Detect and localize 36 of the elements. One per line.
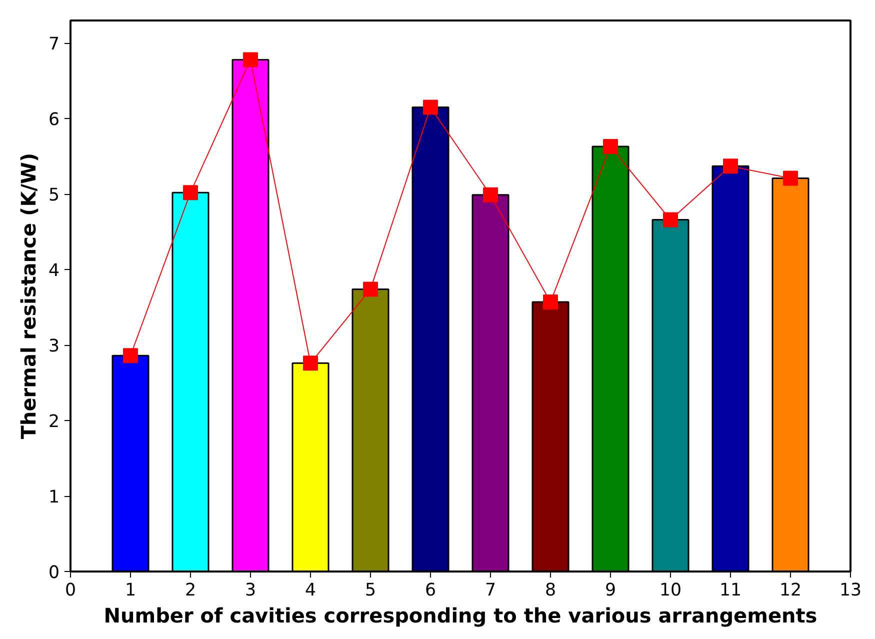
point [243,52,258,68]
y-tick-label: 3 [48,336,60,357]
point [783,170,798,186]
y-tick-label: 4 [48,261,60,282]
x-axis-title: Number of cavities corresponding to the various arrangements [104,604,818,628]
x-tick-label: 13 [839,580,862,600]
point [483,187,498,202]
x-tick-label: 6 [424,580,436,600]
y-tick-label: 7 [48,34,60,55]
y-tick-label: 6 [48,110,60,130]
point [303,356,318,371]
x-tick-label: 10 [659,580,682,600]
x-tick-label: 2 [184,580,196,600]
x-tick-label: 9 [604,580,616,600]
x-tick-label: 5 [364,580,376,600]
point [723,158,738,174]
y-tick-label: 1 [48,488,60,508]
point [183,185,198,200]
y-tick-label: 0 [48,563,60,583]
x-tick-label: 8 [544,580,556,600]
x-tick-label: 11 [719,580,742,600]
x-tick-label: 7 [484,580,496,600]
point [543,294,558,310]
x-tick-label: 1 [124,580,136,600]
y-tick-label: 5 [48,186,60,206]
point [423,100,438,115]
x-tick-label: 0 [64,580,76,600]
point [123,348,138,364]
point [363,282,378,297]
y-tick-label: 2 [48,412,60,432]
point [663,212,678,228]
y-axis-title: Thermal resistance (K/W) [16,152,40,440]
x-tick-label: 3 [244,580,256,600]
x-tick-label: 4 [304,580,316,600]
point [603,139,618,154]
x-tick-label: 12 [779,580,802,600]
